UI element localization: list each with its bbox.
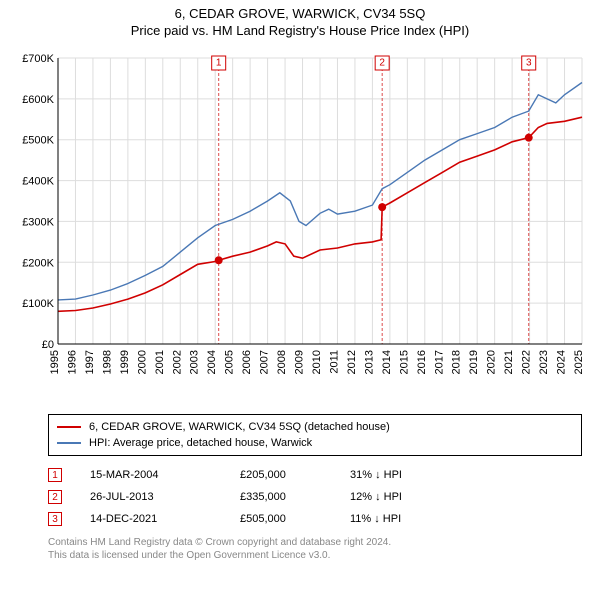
legend-label: HPI: Average price, detached house, Warw… [89, 437, 312, 449]
sale-delta: 11% ↓ HPI [350, 513, 470, 525]
svg-text:1998: 1998 [101, 350, 113, 374]
sale-price: £335,000 [240, 491, 350, 503]
page-subtitle: Price paid vs. HM Land Registry's House … [0, 21, 600, 44]
sale-marker: 1 [48, 468, 62, 482]
svg-text:2024: 2024 [556, 350, 568, 374]
legend: 6, CEDAR GROVE, WARWICK, CV34 5SQ (detac… [48, 414, 582, 456]
svg-text:2023: 2023 [538, 350, 550, 374]
svg-text:2: 2 [379, 58, 385, 69]
legend-item: 6, CEDAR GROVE, WARWICK, CV34 5SQ (detac… [57, 419, 573, 435]
svg-text:2012: 2012 [346, 350, 358, 374]
svg-text:2010: 2010 [311, 350, 323, 374]
svg-text:2007: 2007 [259, 350, 271, 374]
svg-text:1997: 1997 [84, 350, 96, 374]
svg-text:1996: 1996 [66, 350, 78, 374]
svg-text:2008: 2008 [276, 350, 288, 374]
svg-text:1995: 1995 [49, 350, 61, 374]
svg-text:2004: 2004 [206, 350, 218, 374]
sale-marker: 3 [48, 512, 62, 526]
svg-text:2013: 2013 [363, 350, 375, 374]
sale-date: 26-JUL-2013 [90, 491, 240, 503]
legend-swatch [57, 426, 81, 428]
svg-text:2001: 2001 [154, 350, 166, 374]
attribution-footer: Contains HM Land Registry data © Crown c… [48, 536, 582, 562]
svg-text:2000: 2000 [136, 350, 148, 374]
svg-text:2014: 2014 [381, 350, 393, 374]
svg-text:2020: 2020 [486, 350, 498, 374]
footer-line: This data is licensed under the Open Gov… [48, 549, 582, 562]
svg-text:2019: 2019 [468, 350, 480, 374]
table-row: 3 14-DEC-2021£505,00011% ↓ HPI [48, 508, 582, 530]
svg-text:2005: 2005 [224, 350, 236, 374]
legend-label: 6, CEDAR GROVE, WARWICK, CV34 5SQ (detac… [89, 421, 390, 433]
svg-text:2009: 2009 [294, 350, 306, 374]
svg-text:2025: 2025 [573, 350, 585, 374]
svg-text:2003: 2003 [189, 350, 201, 374]
sale-date: 14-DEC-2021 [90, 513, 240, 525]
page-title: 6, CEDAR GROVE, WARWICK, CV34 5SQ [0, 0, 600, 21]
legend-swatch [57, 442, 81, 444]
svg-text:£0: £0 [42, 339, 54, 351]
svg-text:2011: 2011 [328, 350, 340, 374]
sale-date: 15-MAR-2004 [90, 469, 240, 481]
svg-text:2022: 2022 [521, 350, 533, 374]
sale-delta: 12% ↓ HPI [350, 491, 470, 503]
svg-text:1999: 1999 [119, 350, 131, 374]
svg-text:1: 1 [216, 58, 222, 69]
sale-price: £505,000 [240, 513, 350, 525]
svg-text:3: 3 [526, 58, 532, 69]
sale-marker: 2 [48, 490, 62, 504]
svg-text:£600K: £600K [22, 94, 54, 106]
sales-table: 1 15-MAR-2004£205,00031% ↓ HPI 2 26-JUL-201… [48, 464, 582, 530]
table-row: 1 15-MAR-2004£205,00031% ↓ HPI [48, 464, 582, 486]
table-row: 2 26-JUL-2013£335,00012% ↓ HPI [48, 486, 582, 508]
svg-text:£100K: £100K [22, 298, 54, 310]
svg-text:2002: 2002 [171, 350, 183, 374]
svg-text:2021: 2021 [503, 350, 515, 374]
svg-text:2018: 2018 [451, 350, 463, 374]
svg-text:£500K: £500K [22, 135, 54, 147]
footer-line: Contains HM Land Registry data © Crown c… [48, 536, 582, 549]
price-chart: £0 £100K £200K £300K £400K £500K £600K £700K 199… [10, 44, 590, 404]
legend-item: HPI: Average price, detached house, Warw… [57, 435, 573, 451]
sale-delta: 31% ↓ HPI [350, 469, 470, 481]
svg-text:2016: 2016 [416, 350, 428, 374]
svg-text:£400K: £400K [22, 176, 54, 188]
svg-text:2006: 2006 [241, 350, 253, 374]
svg-text:2017: 2017 [433, 350, 445, 374]
svg-text:2015: 2015 [398, 350, 410, 374]
svg-text:£300K: £300K [22, 216, 54, 228]
svg-text:£200K: £200K [22, 257, 54, 269]
sale-price: £205,000 [240, 469, 350, 481]
svg-text:£700K: £700K [22, 53, 54, 65]
chart-svg: £0 £100K £200K £300K £400K £500K £600K £700K 199… [10, 44, 590, 404]
